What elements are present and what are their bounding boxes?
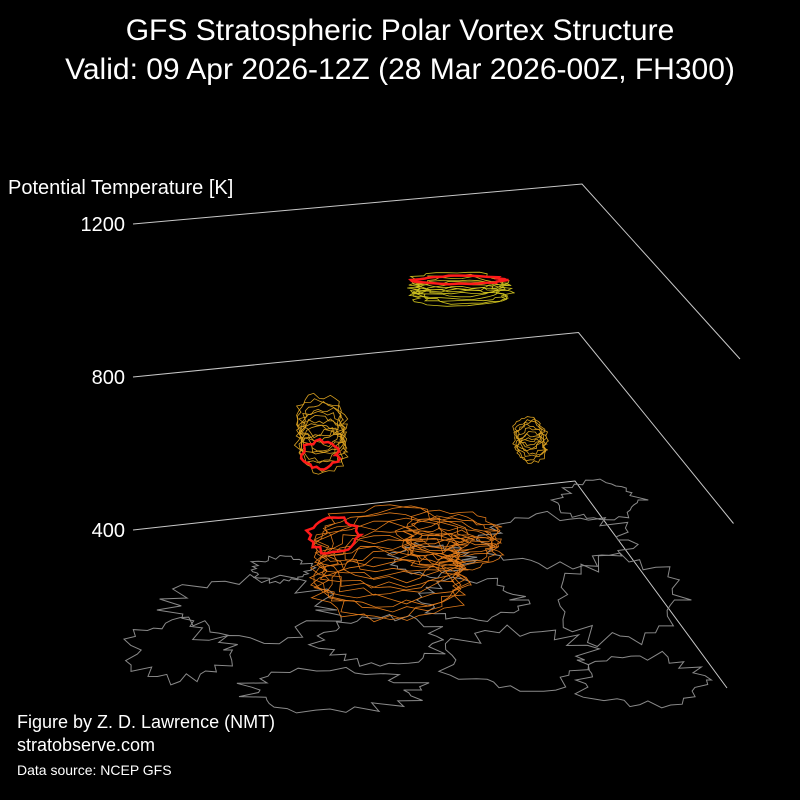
z-axis-label: Potential Temperature [K] — [8, 177, 233, 199]
coastline-segment — [122, 616, 238, 686]
coastline-segment — [557, 552, 692, 648]
isosurface-contour — [316, 534, 461, 596]
isosurface-contour — [313, 505, 476, 573]
coastline-segment — [415, 576, 531, 623]
isosurface-contour — [402, 517, 499, 552]
coastline-segment — [236, 666, 430, 714]
isosurface-contour — [298, 424, 348, 472]
vortex-edge-contour — [304, 516, 365, 555]
coastline-segment — [307, 613, 446, 667]
z-tick-label-400: 400 — [92, 520, 125, 542]
isosurface-contour — [514, 418, 546, 446]
z-tick-labels: 1200 800 400 — [81, 214, 126, 542]
isosurface-contour — [310, 550, 472, 621]
gridline-400 — [132, 480, 728, 689]
isosurface-contour — [295, 392, 343, 439]
isosurface-contour — [394, 513, 498, 548]
vortex-edge-contour — [408, 274, 509, 286]
isosurface-contour — [296, 398, 345, 443]
gridline-800 — [132, 331, 734, 524]
coastline-segment — [156, 573, 342, 645]
isosurface-contour — [401, 520, 502, 557]
isosurface-contour — [295, 414, 346, 455]
z-tick-label-800: 800 — [92, 367, 125, 389]
chart-subtitle: Valid: 09 Apr 2026-12Z (28 Mar 2026-00Z,… — [65, 53, 735, 86]
credit-author: Figure by Z. D. Lawrence (NMT) — [17, 712, 276, 732]
credit-data-source: Data source: NCEP GFS — [17, 762, 172, 778]
coastlines — [122, 478, 714, 714]
isosurface-contour — [401, 529, 498, 564]
isosurface-contour — [512, 423, 542, 452]
coastline-segment — [549, 478, 649, 521]
gridline-1200 — [132, 183, 741, 360]
coastline-segment — [249, 554, 317, 584]
isosurface-contour — [297, 400, 349, 448]
isosurface-contour — [406, 509, 503, 544]
vortex-isosurface-mid-right — [512, 416, 550, 464]
isosurface-contour — [415, 283, 515, 302]
isosurface-contour — [401, 533, 499, 567]
vortex-isosurface-upper — [407, 271, 515, 307]
isosurface-contour — [312, 504, 470, 568]
isosurface-contour — [411, 288, 509, 307]
z-tick-label-1200: 1200 — [81, 214, 126, 236]
isosurface-contour — [408, 286, 508, 305]
chart-title: GFS Stratospheric Polar Vortex Structure — [125, 14, 675, 47]
isosurface-contour — [310, 557, 471, 623]
vortex-isosurface-low — [304, 504, 505, 623]
z-gridlines — [132, 183, 741, 689]
vortex-isosurface-mid-left — [293, 392, 349, 475]
isosurface-contour — [512, 416, 543, 442]
coastline-segment — [437, 624, 602, 692]
credit-website: stratobserve.com — [17, 735, 156, 755]
coastline-segment — [573, 650, 714, 709]
vortex-edge-contour — [299, 437, 342, 471]
